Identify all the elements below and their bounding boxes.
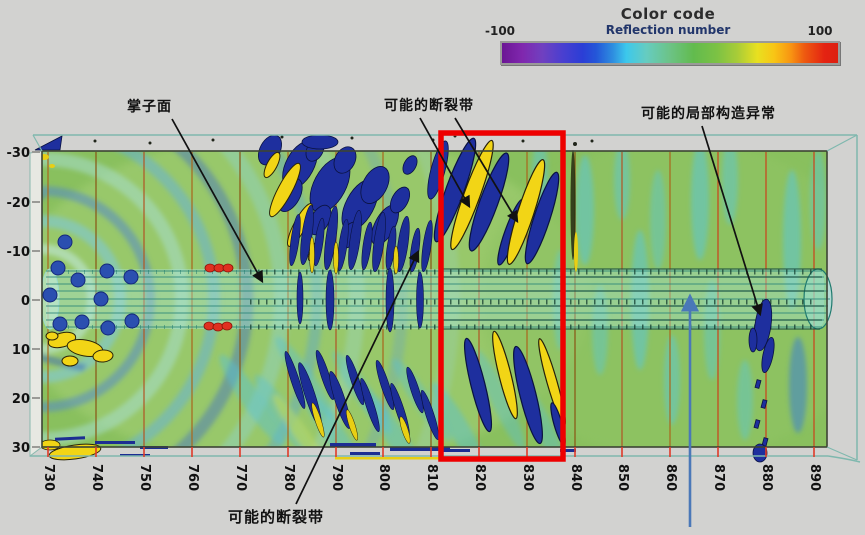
y-tick-label: -20 xyxy=(7,196,31,211)
annotation-arrows xyxy=(171,117,763,505)
annotation-tunnel-face: 掌子面 xyxy=(127,99,172,115)
x-tick-label: 870 xyxy=(711,464,726,491)
y-axis: -30 -20 -10 0 10 20 30 xyxy=(7,146,40,456)
legend-title: Color code xyxy=(620,5,716,23)
x-tick-label: 760 xyxy=(185,464,200,491)
y-tick-label: -30 xyxy=(7,146,31,161)
x-tick-label: 820 xyxy=(472,464,487,491)
x-tick-label: 740 xyxy=(89,464,104,491)
x-tick-label: 750 xyxy=(137,464,152,491)
fracture-zone-bands xyxy=(433,137,578,446)
tunnel-cylinder xyxy=(40,268,833,330)
y-tick-label: 20 xyxy=(12,392,30,407)
receiver-dots xyxy=(203,263,234,332)
arrow-tunnel-face xyxy=(171,118,264,284)
anomaly-cluster-main xyxy=(258,134,449,249)
shot-point-dots xyxy=(42,234,140,336)
y-tick-label: 30 xyxy=(12,441,30,456)
legend-min-label: -100 xyxy=(484,24,516,38)
annotation-local-anomaly: 可能的局部构造异常 xyxy=(641,106,776,122)
y-tick-label: 10 xyxy=(12,343,30,358)
colorbar xyxy=(500,41,840,65)
y-tick-label: -10 xyxy=(7,245,31,260)
x-tick-label: 860 xyxy=(663,464,678,491)
legend-subtitle: Reflection number xyxy=(605,23,731,37)
x-tick-label: 890 xyxy=(807,464,822,491)
x-tick-label: 780 xyxy=(281,464,296,491)
arrow-fracture-1 xyxy=(419,117,471,209)
x-tick-label: 810 xyxy=(424,464,439,491)
x-tick-label: 730 xyxy=(41,464,56,491)
x-axis: 730 740 750 760 770 780 790 800 810 820 … xyxy=(41,464,822,491)
x-tick-marks xyxy=(47,447,815,457)
legend-max-label: 100 xyxy=(807,24,833,38)
x-tick-label: 830 xyxy=(520,464,535,491)
arrow-local-anomaly xyxy=(701,125,763,317)
yellow-cluster-left xyxy=(45,331,114,367)
slice-frame xyxy=(29,134,861,463)
x-tick-label: 770 xyxy=(233,464,248,491)
x-tick-label: 790 xyxy=(329,464,344,491)
annotation-fracture-top: 可能的断裂带 xyxy=(384,98,474,114)
x-tick-label: 880 xyxy=(759,464,774,491)
highlight-box xyxy=(438,130,566,462)
x-tick-label: 800 xyxy=(376,464,391,491)
vertical-reflector-field xyxy=(284,204,440,441)
y-tick-label: 0 xyxy=(21,294,30,309)
arrow-fracture-bottom xyxy=(295,249,420,505)
vertical-reflector-yellow xyxy=(309,236,411,444)
x-tick-label: 850 xyxy=(615,464,630,491)
arrow-fracture-2 xyxy=(454,117,519,224)
annotation-fracture-bottom: 可能的断裂带 xyxy=(228,508,325,526)
x-tick-label: 840 xyxy=(568,464,583,491)
